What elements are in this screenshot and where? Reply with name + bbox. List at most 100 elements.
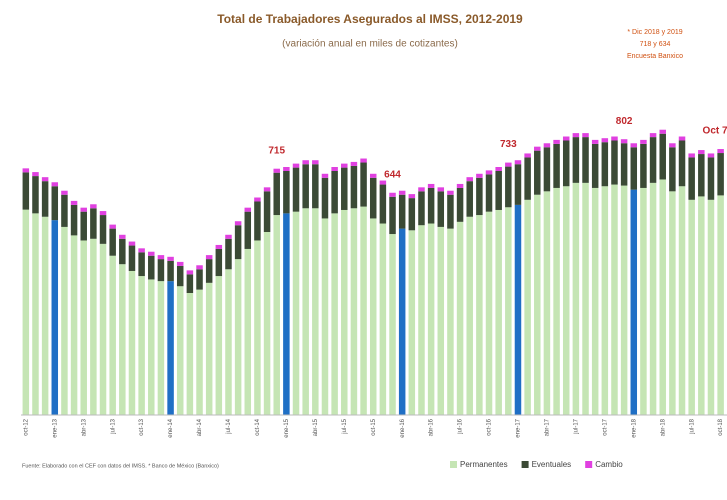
change-marker xyxy=(437,187,445,192)
change-marker xyxy=(717,149,724,154)
bar-segment xyxy=(244,211,252,249)
x-tick-label: abr-14 xyxy=(197,418,203,436)
bar-segment xyxy=(601,186,609,415)
bar-segment xyxy=(41,181,49,217)
change-marker xyxy=(331,167,338,171)
change-marker xyxy=(215,244,223,249)
change-marker xyxy=(350,161,358,166)
bar-segment xyxy=(254,201,261,241)
bar-segment xyxy=(630,189,638,415)
bar-segment xyxy=(553,143,560,188)
bar-segment xyxy=(32,213,39,415)
bar-segment xyxy=(543,147,551,192)
change-marker xyxy=(61,190,68,195)
bar-segment xyxy=(611,140,618,185)
bar-segment xyxy=(659,133,666,180)
bar-segment xyxy=(148,279,155,415)
x-tick-label: ene-13 xyxy=(52,418,58,437)
change-marker xyxy=(611,136,618,141)
bar-segment xyxy=(167,281,174,415)
data-label: 802 xyxy=(616,116,633,127)
source-note: Fuente: Elaborado con el CEF con datos d… xyxy=(22,463,219,469)
bar-segment xyxy=(398,228,406,415)
bar-segment xyxy=(234,225,242,260)
bar-segment xyxy=(524,157,531,200)
change-marker xyxy=(292,163,300,168)
change-marker xyxy=(90,204,97,209)
bar-segment xyxy=(476,177,483,216)
change-marker xyxy=(273,168,280,173)
bar-segment xyxy=(283,171,290,214)
bar-segment xyxy=(562,140,570,187)
x-tick-label: ene-15 xyxy=(284,418,290,437)
x-tick-label: jul-17 xyxy=(573,418,579,434)
bar-segment xyxy=(157,259,165,282)
legend-label: Permanentes xyxy=(460,460,508,469)
bar-segment xyxy=(350,208,358,415)
change-marker xyxy=(109,224,116,229)
bar-segment xyxy=(292,167,300,212)
legend-swatch xyxy=(521,461,529,468)
bar-segment xyxy=(572,137,580,183)
change-marker xyxy=(244,207,252,212)
bar-segment xyxy=(138,276,145,415)
change-marker xyxy=(51,182,59,187)
change-marker xyxy=(591,139,599,144)
bar-segment xyxy=(389,234,396,415)
bar-segment xyxy=(360,162,367,207)
bar-segment xyxy=(562,186,570,415)
change-marker xyxy=(148,251,155,256)
bar-segment xyxy=(186,293,194,415)
change-marker xyxy=(99,211,107,216)
bar-segment xyxy=(437,226,445,415)
change-marker xyxy=(476,173,483,178)
bar-segment xyxy=(640,187,647,415)
change-marker xyxy=(80,207,87,212)
change-marker xyxy=(505,162,512,167)
change-marker xyxy=(312,160,319,165)
bar-segment xyxy=(582,137,589,183)
x-tick-label: oct-13 xyxy=(139,418,145,435)
change-marker xyxy=(688,153,695,158)
x-tick-label: abr-17 xyxy=(545,418,551,436)
bar-segment xyxy=(408,198,416,231)
x-tick-label: abr-15 xyxy=(313,418,319,436)
change-marker xyxy=(379,180,387,185)
data-label: 733 xyxy=(500,139,517,150)
change-marker xyxy=(157,255,165,260)
bar-segment xyxy=(495,171,502,210)
bar-segment xyxy=(119,238,126,265)
bar-segment xyxy=(505,166,512,208)
bar-segment xyxy=(553,187,560,415)
bar-segment xyxy=(22,172,30,210)
change-marker xyxy=(707,153,715,158)
change-marker xyxy=(601,138,609,143)
change-marker xyxy=(283,167,290,171)
change-marker xyxy=(543,143,551,148)
bar-segment xyxy=(611,184,618,415)
bar-segment xyxy=(312,208,319,415)
bar-segment xyxy=(408,230,416,415)
bar-segment xyxy=(572,182,580,415)
change-marker xyxy=(418,187,425,192)
bar-segment xyxy=(205,282,213,415)
bar-segment xyxy=(485,174,493,212)
bar-segment xyxy=(51,220,59,415)
change-marker xyxy=(302,160,309,165)
bar-segment xyxy=(466,216,473,415)
bar-segment xyxy=(32,176,39,214)
x-tick-label: oct-17 xyxy=(602,418,608,435)
bar-segment xyxy=(514,164,522,205)
bar-segment xyxy=(157,281,165,415)
bar-segment xyxy=(176,265,184,287)
change-marker xyxy=(167,256,174,261)
bar-segment xyxy=(99,243,107,415)
bar-segment xyxy=(341,167,348,210)
legend-label: Cambio xyxy=(595,460,623,469)
bar-segment xyxy=(148,255,155,280)
change-marker xyxy=(495,167,502,171)
bar-segment xyxy=(620,143,628,186)
bar-segment xyxy=(630,147,638,190)
legend-swatch xyxy=(450,461,457,468)
